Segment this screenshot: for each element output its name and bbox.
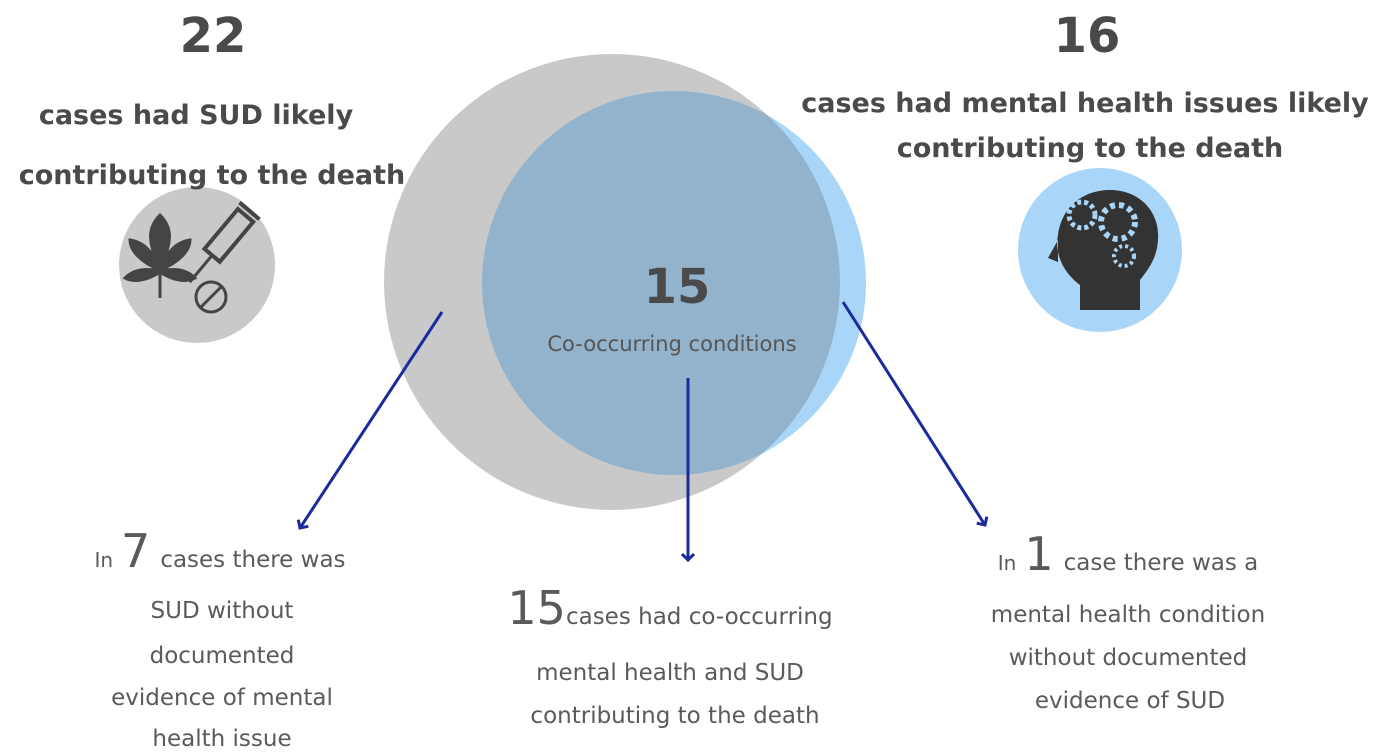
- overlap-label: Co-occurring conditions: [547, 332, 796, 356]
- note-line: without documented: [1009, 645, 1248, 671]
- note-text: case there was a: [1064, 550, 1259, 576]
- note-text: cases there was: [160, 547, 345, 573]
- substance-icon: [119, 187, 275, 343]
- note-line: In 7 cases there was: [94, 524, 345, 578]
- overlap-count: 15: [644, 259, 711, 315]
- sud-caption: contributing to the death: [19, 160, 406, 191]
- note-line: health issue: [152, 726, 291, 752]
- note-line: SUD without: [151, 598, 294, 624]
- note-line: evidence of SUD: [1035, 688, 1225, 714]
- note-line: mental health and SUD: [536, 660, 804, 686]
- overlap: [482, 91, 840, 475]
- note-line: evidence of mental: [111, 685, 333, 711]
- mh-caption: contributing to the death: [897, 133, 1284, 164]
- sud-count: 22: [180, 8, 247, 64]
- note-line: documented: [150, 643, 295, 669]
- arrow: [841, 301, 985, 525]
- arrow: [300, 311, 444, 528]
- note-line: contributing to the death: [530, 703, 819, 729]
- mental-health-icon: [1018, 168, 1182, 332]
- note-prefix: In: [998, 551, 1017, 575]
- note-line: mental health condition: [991, 602, 1265, 628]
- note-count: 15: [507, 581, 566, 635]
- note-line: In 1 case there was a: [998, 527, 1259, 581]
- mh-caption: cases had mental health issues likely: [801, 88, 1369, 119]
- mh-count: 16: [1054, 8, 1121, 64]
- note-line: 15cases had co-occurring: [507, 581, 832, 635]
- sud-caption: cases had SUD likely: [39, 100, 354, 131]
- note-count: 7: [121, 524, 150, 578]
- note-text: cases had co-occurring: [566, 604, 833, 630]
- note-count: 1: [1024, 527, 1053, 581]
- note-prefix: In: [94, 548, 113, 572]
